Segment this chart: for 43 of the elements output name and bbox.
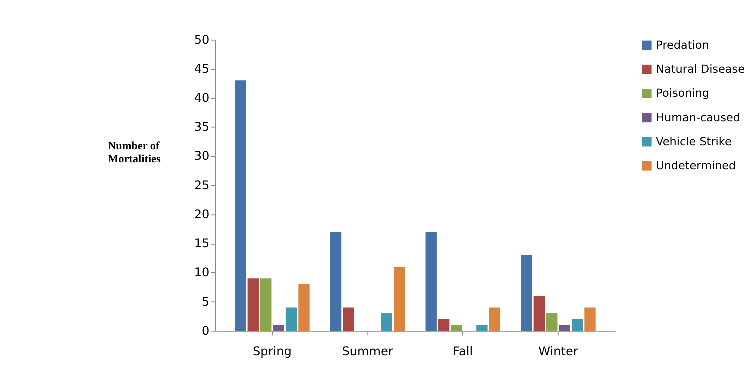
- legend-label: Natural Disease: [656, 63, 746, 76]
- bar: [248, 278, 259, 331]
- bar: [584, 308, 596, 331]
- bar: [489, 308, 501, 331]
- y-tick-label: 45: [194, 62, 210, 76]
- bar: [426, 232, 437, 331]
- bar: [343, 308, 354, 331]
- bar: [330, 232, 342, 331]
- legend-label: Poisoning: [656, 87, 710, 100]
- bar: [273, 325, 284, 331]
- y-tick-label: 25: [194, 178, 210, 192]
- y-tick-label: 15: [194, 236, 210, 251]
- legend-label: Human-caused: [656, 111, 740, 124]
- bar: [476, 325, 488, 331]
- bar: [235, 80, 246, 331]
- bar: [438, 319, 450, 331]
- bar: [546, 314, 558, 331]
- x-tick-label: Winter: [538, 344, 578, 359]
- bar: [260, 278, 272, 331]
- x-tick-label: Spring: [253, 344, 292, 359]
- bar: [286, 308, 298, 331]
- legend-label: Predation: [656, 38, 710, 52]
- bar: [394, 266, 406, 331]
- legend-label: Undetermined: [656, 160, 736, 173]
- legend-label: Vehicle Strike: [656, 135, 732, 148]
- y-tick-label: 5: [202, 294, 210, 309]
- y-tick-label: 0: [202, 324, 210, 338]
- bar: [572, 319, 584, 331]
- y-axis-title: Number of Mortalities: [108, 140, 162, 166]
- bar: [534, 296, 545, 331]
- bar: [381, 314, 392, 331]
- bar: [559, 325, 570, 331]
- x-tick-label: Fall: [453, 344, 474, 359]
- y-tick-label: 20: [194, 207, 210, 222]
- bar: [521, 255, 532, 331]
- y-tick-label: 30: [194, 149, 210, 164]
- y-tick-label: 35: [194, 120, 210, 134]
- y-tick-label: 40: [194, 91, 210, 106]
- y-tick-label: 10: [194, 266, 210, 280]
- y-tick-label: 50: [194, 32, 210, 47]
- bar: [298, 284, 310, 331]
- x-tick-label: Summer: [342, 344, 394, 359]
- bar: [451, 325, 462, 331]
